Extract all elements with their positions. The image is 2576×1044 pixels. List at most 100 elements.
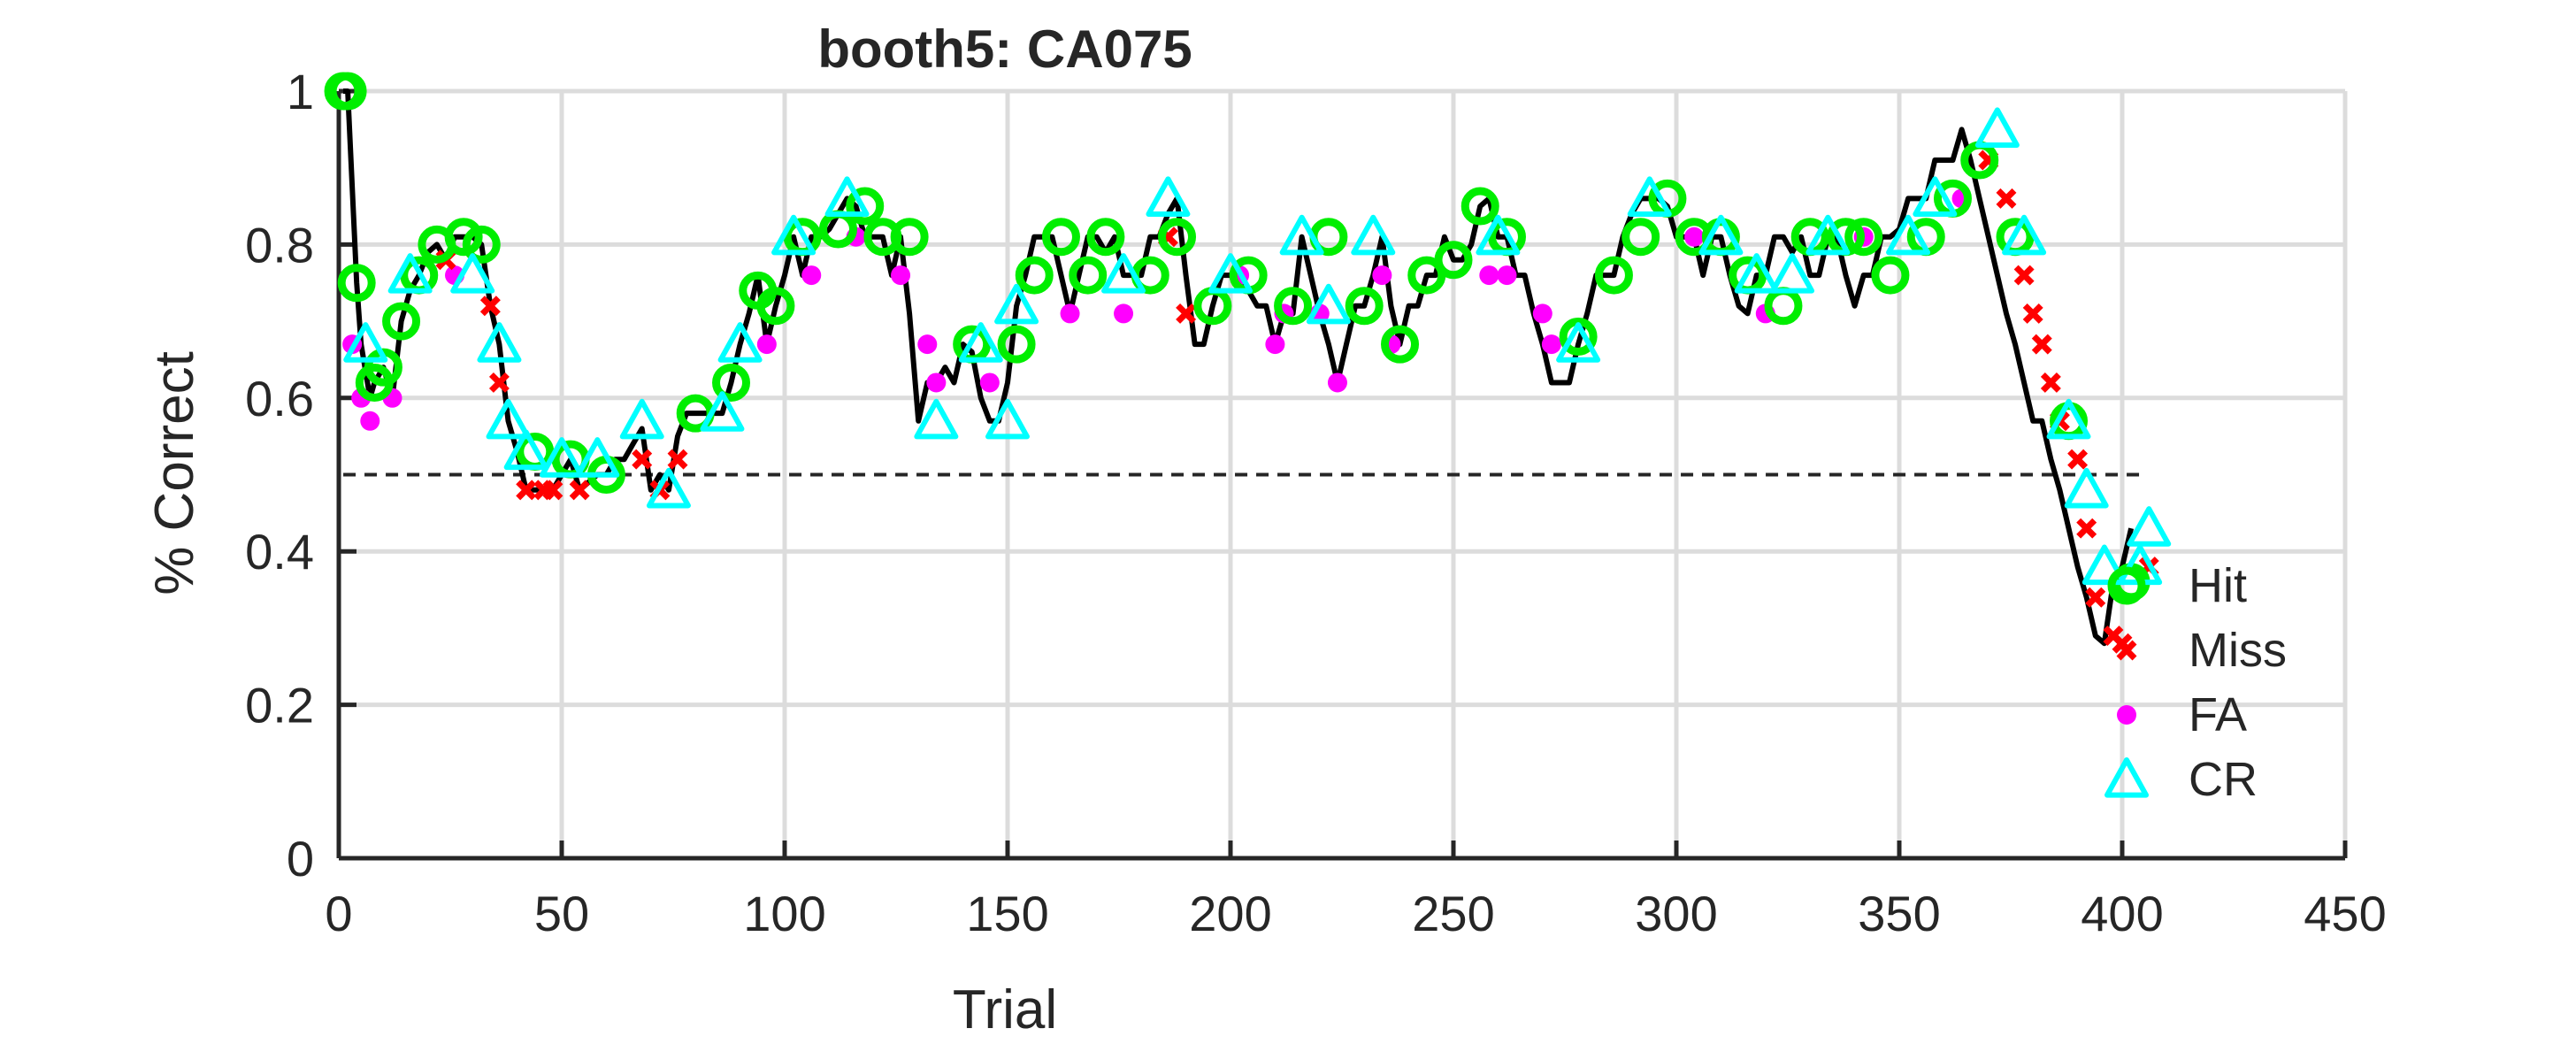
miss-marker-stroke <box>2022 303 2043 324</box>
miss-marker <box>2022 303 2043 324</box>
cr-marker <box>1101 253 1146 294</box>
miss-marker <box>488 372 510 393</box>
x-axis-label: Trial <box>953 979 1057 1040</box>
miss-marker-stroke <box>632 449 653 470</box>
hit-marker <box>328 72 367 111</box>
legend-fa-marker <box>2117 705 2136 725</box>
x-tick-label: 150 <box>966 886 1048 941</box>
y-axis-label: % Correct <box>144 351 205 595</box>
cr-marker <box>1476 214 1521 256</box>
series-fa <box>342 188 1972 431</box>
cr-marker <box>450 253 495 294</box>
miss-marker-stroke <box>2076 518 2097 539</box>
x-tick-label: 100 <box>743 886 825 941</box>
cr-marker <box>343 322 388 363</box>
miss-marker-stroke <box>2085 587 2106 608</box>
fa-marker <box>360 411 380 431</box>
axes: 0 50 100 150 200 250 300 350 400 450 0 0.2 0.4 0.6 0.8… <box>245 64 2387 941</box>
cr-marker <box>700 391 745 432</box>
miss-marker <box>2031 334 2052 355</box>
hit-marker <box>1871 256 1910 295</box>
hit-marker <box>1434 241 1473 280</box>
chart-title: booth5: CA075 <box>817 19 1192 79</box>
cr-marker <box>2002 214 2047 256</box>
cr-marker <box>1698 214 1744 256</box>
series-cr <box>343 107 2172 586</box>
cr-marker <box>717 322 763 363</box>
cr-marker <box>503 429 548 471</box>
hit-marker <box>846 187 885 226</box>
cr-marker <box>1974 107 2020 148</box>
miss-marker-stroke <box>569 480 590 501</box>
miss-marker-stroke <box>479 296 501 317</box>
hit-marker <box>1069 256 1108 295</box>
legend: Hit Miss FA CR <box>2104 559 2287 806</box>
hit-marker <box>890 218 929 257</box>
cr-marker <box>1913 176 1958 217</box>
cr-marker <box>824 176 870 217</box>
fa-marker <box>1060 303 1080 324</box>
legend-miss-marker <box>2116 640 2137 661</box>
legend-cr-label: CR <box>2189 753 2258 806</box>
miss-marker-stroke <box>2103 626 2124 647</box>
miss-marker <box>569 480 590 501</box>
miss-marker <box>2076 518 2097 539</box>
cr-marker <box>985 398 1030 440</box>
cr-marker <box>619 398 664 440</box>
cr-marker <box>914 398 959 440</box>
x-tick-label: 450 <box>2304 886 2386 941</box>
fa-marker <box>1541 334 1561 355</box>
miss-marker-stroke <box>2067 449 2089 470</box>
miss-marker-stroke <box>2040 372 2061 393</box>
cr-marker <box>1806 214 1851 256</box>
y-tick-label: 0.8 <box>245 217 314 273</box>
cr-marker <box>477 322 522 363</box>
hit-marker <box>1274 287 1313 326</box>
hit-marker <box>1407 256 1446 295</box>
miss-marker-stroke <box>667 449 688 470</box>
hit-marker <box>997 325 1036 364</box>
cr-marker <box>387 253 433 294</box>
fa-marker <box>756 334 777 355</box>
miss-marker <box>2013 265 2035 286</box>
hit-marker <box>1764 287 1803 326</box>
miss-marker <box>667 449 688 470</box>
miss-marker-stroke <box>542 480 564 501</box>
x-tick-label: 0 <box>325 886 352 941</box>
data-markers <box>324 72 2172 654</box>
fa-marker <box>891 265 911 286</box>
miss-marker <box>2067 449 2089 470</box>
legend-miss-label: Miss <box>2189 624 2287 677</box>
cr-marker <box>2046 398 2091 440</box>
miss-marker <box>632 449 653 470</box>
y-tick-label: 0 <box>287 831 314 887</box>
cr-marker <box>646 467 691 509</box>
cr-marker <box>1208 253 1253 294</box>
miss-marker <box>1176 303 1197 324</box>
cr-marker <box>1886 214 1931 256</box>
miss-marker <box>1996 188 2017 209</box>
cr-marker <box>958 322 1003 363</box>
cr-marker <box>2127 506 2172 547</box>
x-tick-label: 50 <box>534 886 589 941</box>
y-tick-label: 0.6 <box>245 371 314 426</box>
cr-marker <box>771 214 816 256</box>
y-tick-label: 1 <box>287 64 314 119</box>
fa-marker <box>917 334 938 355</box>
hit-marker <box>712 363 751 402</box>
hit-marker <box>1559 317 1598 356</box>
fa-marker <box>979 372 1000 393</box>
cr-marker <box>575 437 620 478</box>
cr-marker <box>2064 467 2109 509</box>
cr-marker <box>1770 253 1815 294</box>
x-tick-label: 300 <box>1635 886 1717 941</box>
legend-hit-marker <box>2107 566 2146 605</box>
series-hit <box>324 72 2150 602</box>
miss-marker-stroke <box>1996 188 2017 209</box>
hit-marker <box>337 264 376 303</box>
cr-marker <box>486 398 531 440</box>
x-tick-label: 200 <box>1189 886 1271 941</box>
fa-marker <box>801 265 822 286</box>
fa-marker <box>1372 265 1392 286</box>
legend-hit-label: Hit <box>2189 559 2247 612</box>
